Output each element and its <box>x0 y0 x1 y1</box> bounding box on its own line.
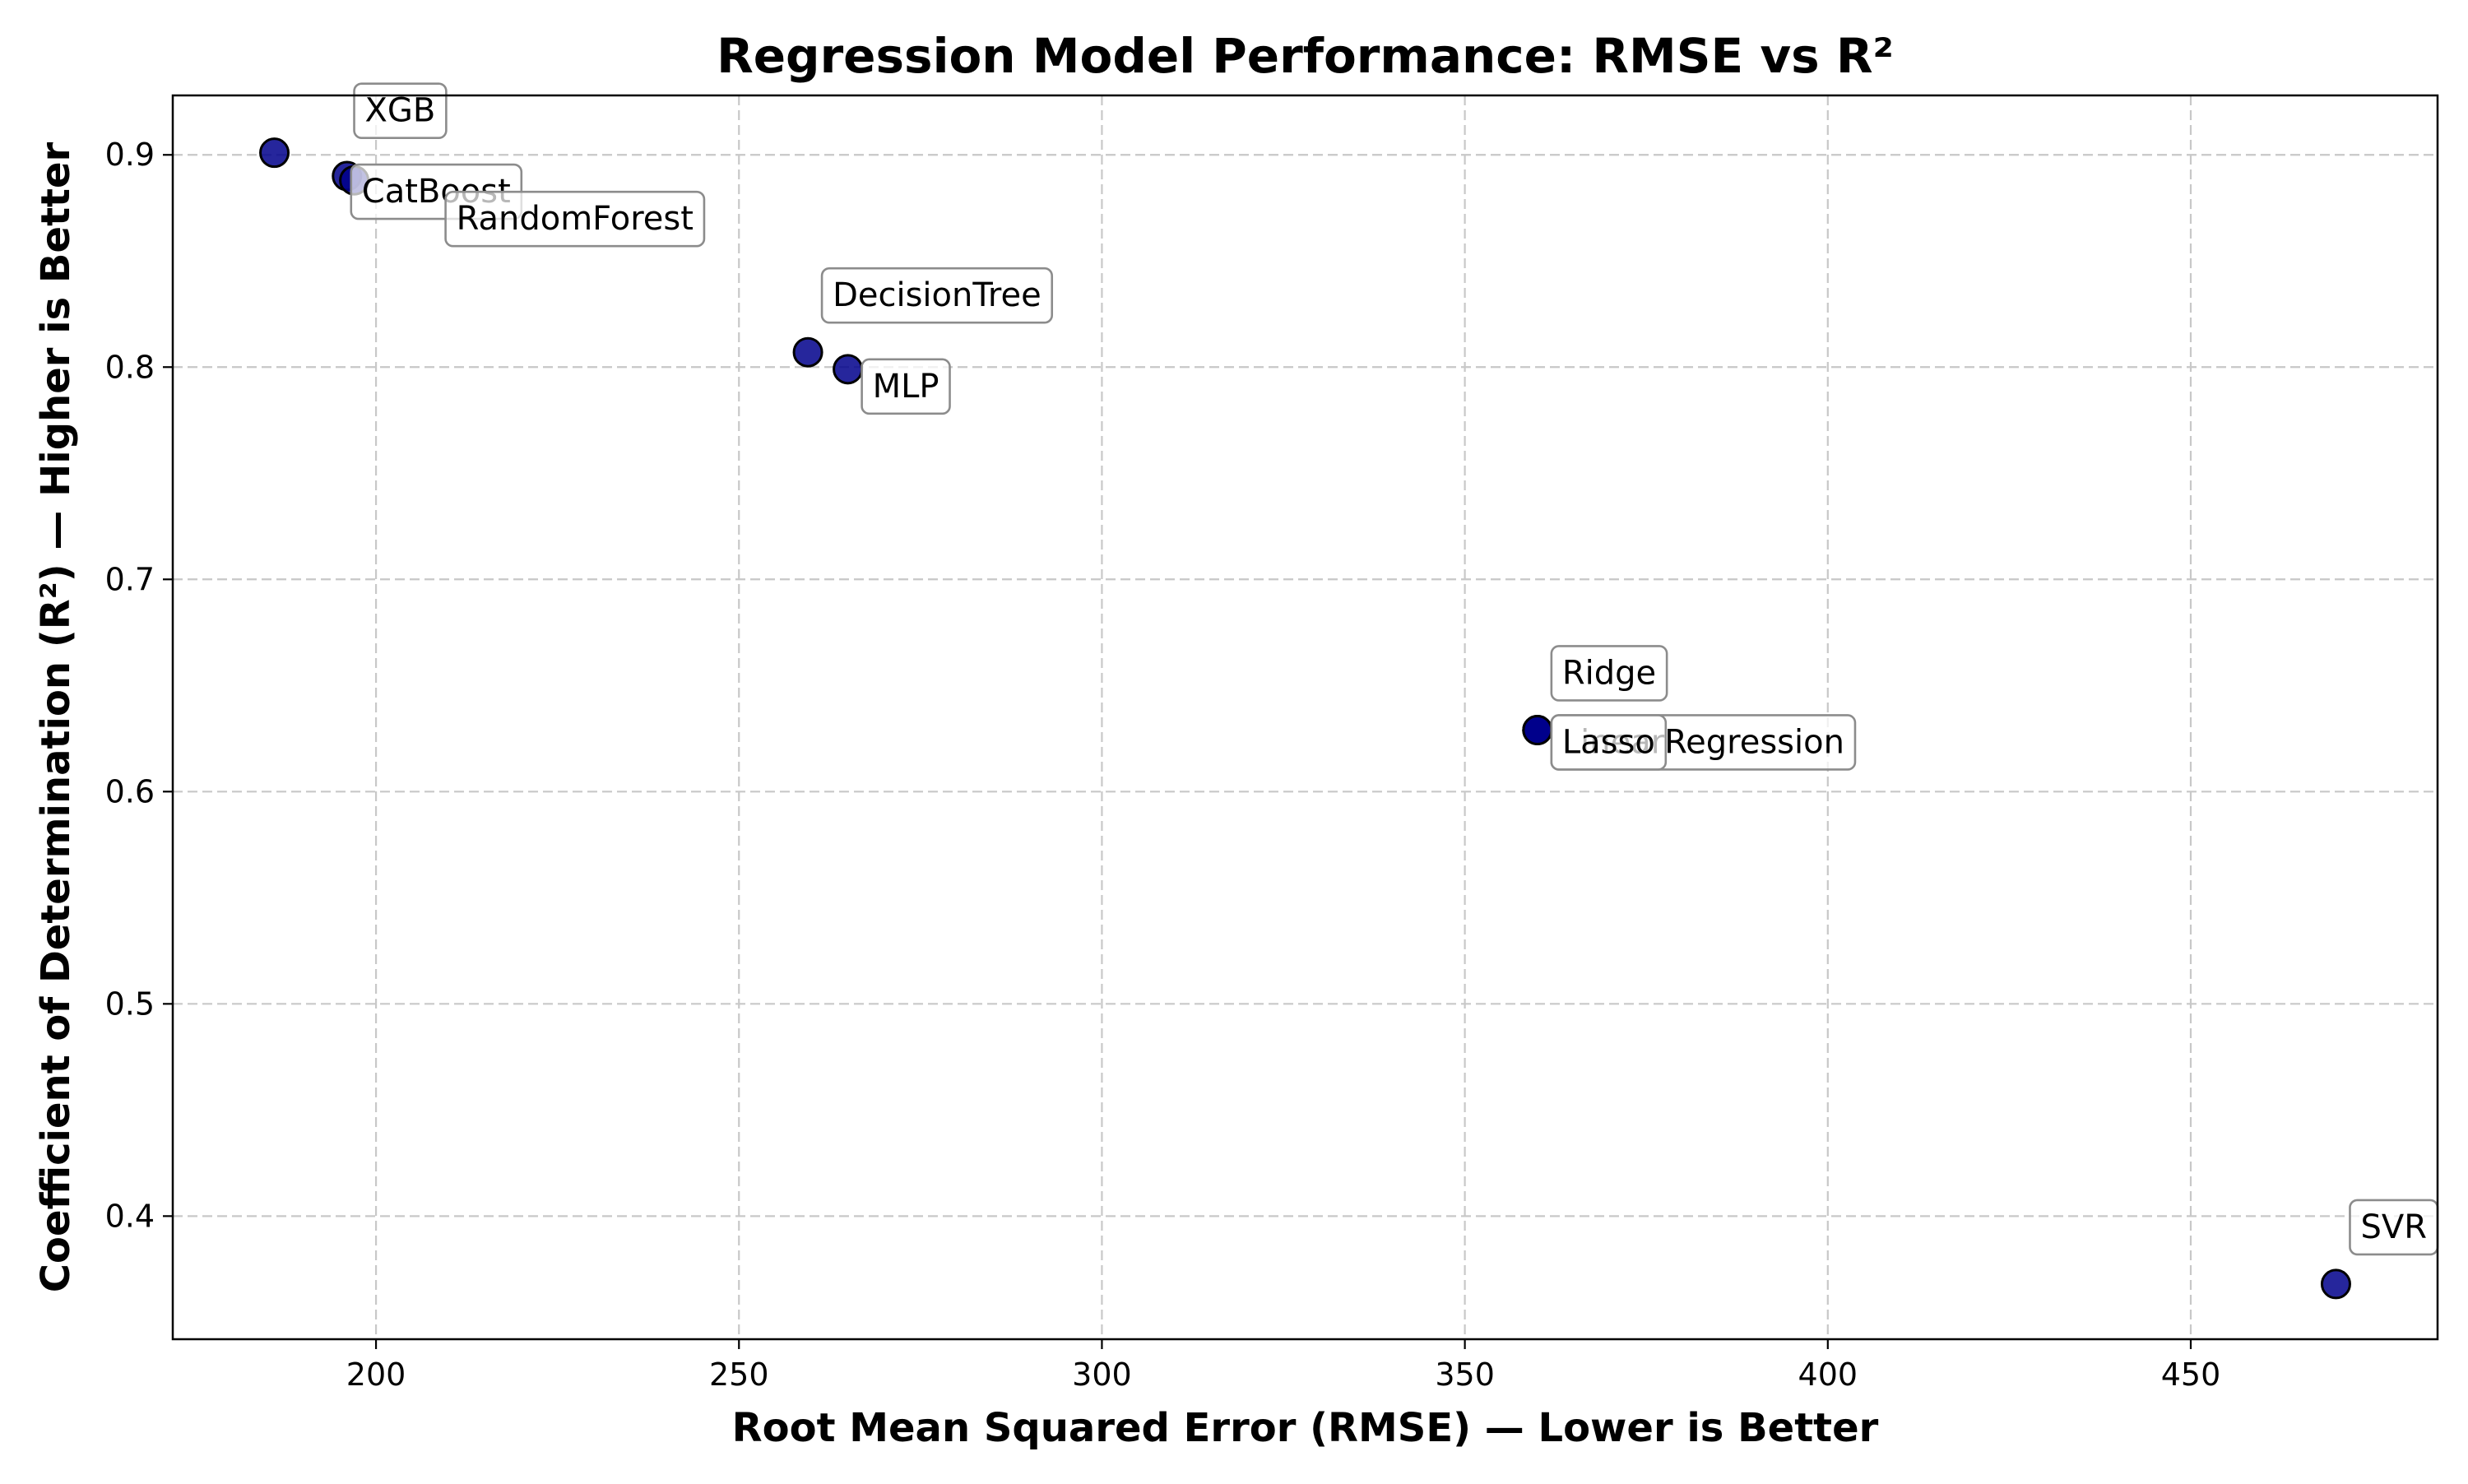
data-point <box>792 336 823 368</box>
point-annotation: RandomForest <box>444 190 706 248</box>
point-label: XGB <box>365 92 436 130</box>
x-tick-label: 300 <box>1072 1356 1132 1393</box>
point-annotation: Lasso <box>1550 714 1668 771</box>
y-axis-label: Coefficient of Determination (R²) — High… <box>33 141 79 1292</box>
annotation-box <box>444 190 706 248</box>
chart-title: Regression Model Performance: RMSE vs R² <box>717 28 1894 84</box>
point-label: DecisionTree <box>833 276 1041 314</box>
x-tick-label: 350 <box>1435 1356 1495 1393</box>
data-point <box>259 137 290 169</box>
y-tick-label: 0.5 <box>105 985 155 1022</box>
point-label: RandomForest <box>457 200 694 238</box>
point-annotation: Ridge <box>1550 645 1668 702</box>
data-point <box>1522 714 1553 745</box>
data-point <box>833 354 864 385</box>
x-tick-label: 200 <box>346 1356 406 1393</box>
y-tick-label: 0.7 <box>105 561 155 597</box>
point-annotation: XGB <box>353 82 448 139</box>
point-label: Lasso <box>1562 723 1655 761</box>
x-tick-label: 250 <box>709 1356 769 1393</box>
annotation-box <box>1550 645 1668 702</box>
annotation-box <box>353 82 448 139</box>
point-label: SVR <box>2360 1208 2427 1246</box>
x-axis-label: Root Mean Squared Error (RMSE) — Lower i… <box>732 1405 1879 1451</box>
y-tick-label: 0.6 <box>105 773 155 809</box>
point-label: MLP <box>873 368 939 406</box>
point-annotation: DecisionTree <box>820 267 1054 324</box>
point-annotation: SVR <box>2349 1199 2439 1256</box>
y-tick-label: 0.8 <box>105 349 155 385</box>
x-tick-label: 450 <box>2161 1356 2221 1393</box>
y-tick-label: 0.9 <box>105 137 155 173</box>
plot-frame <box>171 94 2439 1341</box>
annotation-box <box>861 358 951 415</box>
point-label: Ridge <box>1562 654 1656 692</box>
point-annotation: MLP <box>861 358 951 415</box>
y-tick-label: 0.4 <box>105 1198 155 1234</box>
annotation-box <box>820 267 1054 324</box>
annotation-box <box>1550 714 1668 771</box>
data-point <box>2320 1268 2351 1300</box>
x-tick-label: 400 <box>1798 1356 1858 1393</box>
